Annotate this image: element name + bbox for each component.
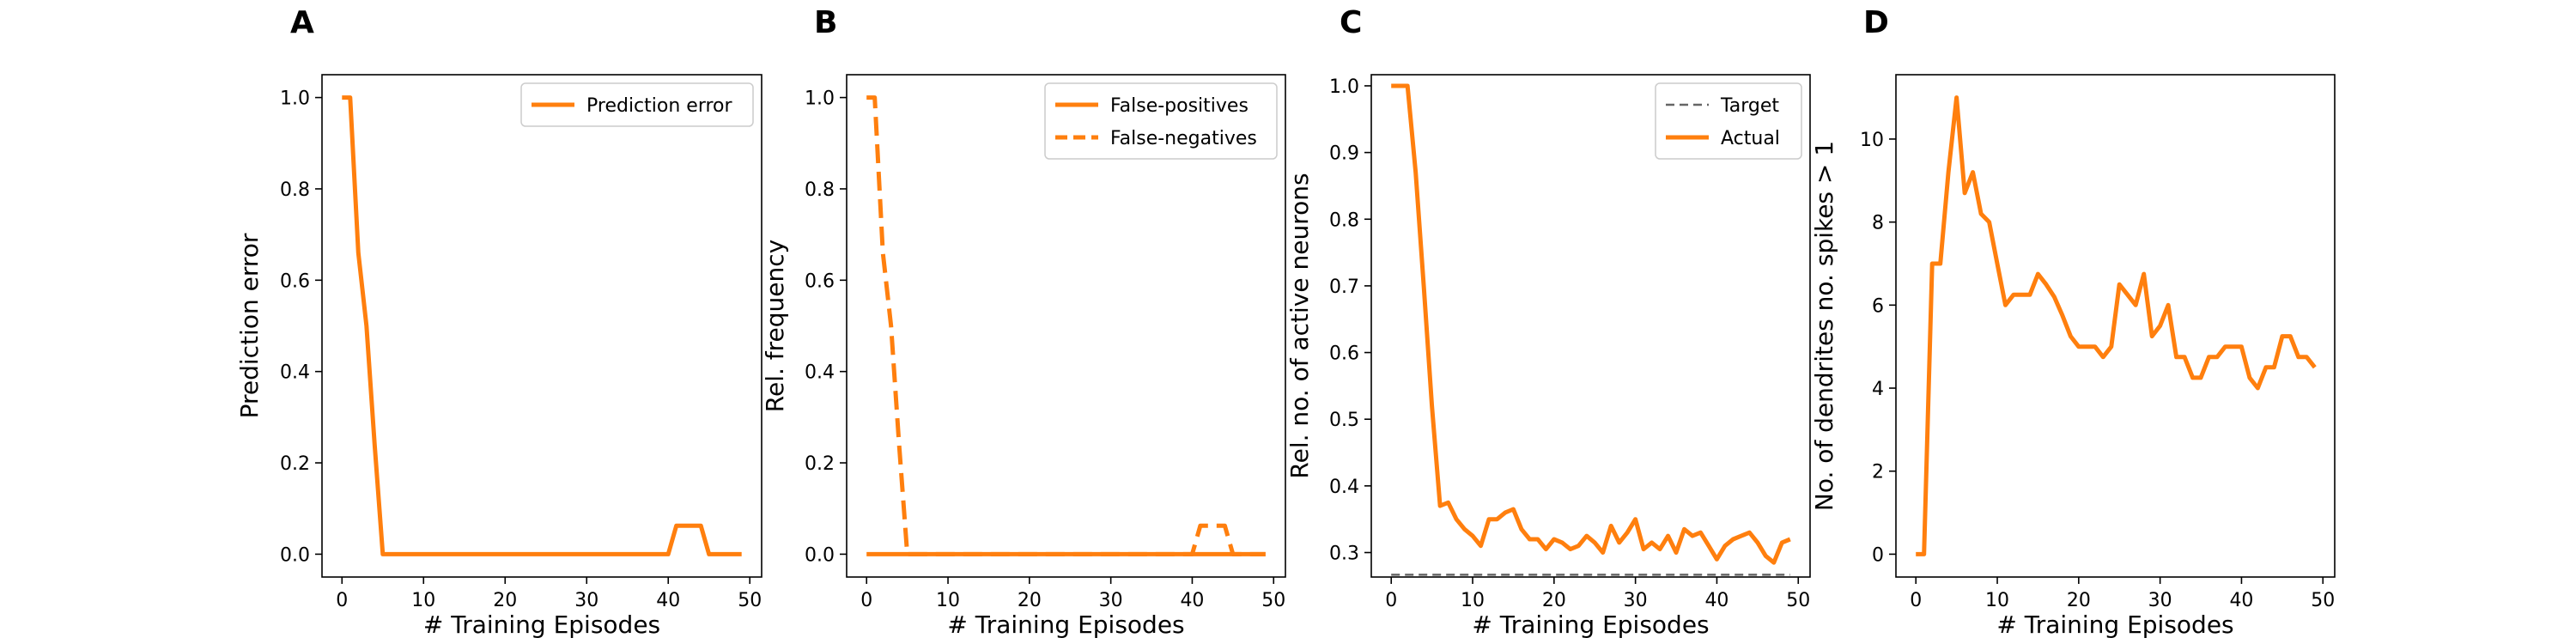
y-tick-label: 0.8 (805, 179, 835, 201)
x-axis-label: # Training Episodes (947, 611, 1184, 639)
x-tick-label: 20 (1018, 590, 1042, 611)
x-tick-label: 30 (1099, 590, 1123, 611)
panel-letter: B (814, 5, 837, 40)
y-tick-label: 6 (1872, 295, 1884, 317)
panel-letter: A (290, 5, 314, 40)
y-tick-label: 0.6 (1329, 343, 1359, 365)
x-tick-label: 0 (1385, 590, 1397, 611)
y-tick-label: 0.0 (280, 544, 310, 566)
y-tick-label: 10 (1860, 130, 1884, 151)
x-axis-label: # Training Episodes (423, 611, 660, 639)
axes-frame (846, 74, 1286, 578)
x-tick-label: 10 (936, 590, 960, 611)
x-tick-label: 10 (1461, 590, 1485, 611)
axes-frame (1895, 74, 2336, 578)
legend-label: Actual (1721, 128, 1780, 149)
x-axis-label: # Training Episodes (1472, 611, 1709, 639)
y-tick-label: 0.2 (280, 453, 310, 475)
series-line-false-negatives (866, 95, 1266, 556)
series-line-actual (1391, 83, 1791, 565)
legend-label: Prediction error (586, 95, 732, 117)
y-tick-label: 0.0 (805, 544, 835, 566)
y-tick-label: 0.7 (1329, 276, 1359, 298)
panel-letter: C (1340, 5, 1362, 40)
x-tick-label: 40 (1180, 590, 1204, 611)
y-tick-label: 0.9 (1329, 143, 1359, 165)
x-tick-label: 30 (1624, 590, 1648, 611)
x-tick-label: 0 (860, 590, 872, 611)
y-tick-label: 0 (1872, 544, 1884, 566)
y-axis-label: No. of dendrites no. spikes > 1 (1810, 141, 1838, 511)
x-tick-label: 20 (493, 590, 517, 611)
x-tick-label: 40 (2229, 590, 2253, 611)
y-axis-label: Rel. frequency (761, 240, 789, 412)
y-tick-label: 0.3 (1329, 544, 1359, 565)
y-tick-label: 0.4 (805, 362, 835, 384)
legend-label: Target (1720, 95, 1779, 117)
y-tick-label: 0.4 (1329, 477, 1359, 498)
legend-label: False-negatives (1110, 128, 1257, 149)
x-tick-label: 10 (411, 590, 435, 611)
x-tick-label: 40 (656, 590, 680, 611)
series-line-prediction-error (342, 95, 742, 556)
y-axis-label: Rel. no. of active neurons (1285, 173, 1314, 478)
legend-box (1655, 82, 1802, 160)
legend-label: False-positives (1110, 95, 1249, 117)
x-tick-label: 50 (738, 590, 762, 611)
legend-box (520, 82, 754, 127)
x-tick-label: 10 (1985, 590, 2009, 611)
y-tick-label: 0.5 (1329, 410, 1359, 431)
x-tick-label: 50 (1786, 590, 1810, 611)
series-line-data (1916, 95, 2317, 556)
y-tick-label: 0.8 (1329, 210, 1359, 231)
x-tick-label: 20 (2067, 590, 2091, 611)
y-tick-label: 1.0 (1329, 76, 1359, 98)
y-tick-label: 0.2 (805, 453, 835, 475)
y-tick-label: 2 (1872, 462, 1884, 483)
x-tick-label: 0 (336, 590, 348, 611)
y-axis-label: Prediction error (235, 233, 264, 418)
axes-frame (321, 74, 762, 578)
x-tick-label: 0 (1910, 590, 1922, 611)
x-tick-label: 40 (1704, 590, 1728, 611)
y-tick-label: 8 (1872, 213, 1884, 234)
x-axis-label: # Training Episodes (1996, 611, 2233, 639)
y-tick-label: 1.0 (805, 88, 835, 110)
y-tick-label: 1.0 (280, 88, 310, 110)
panel-c: C 0 10 20 30 40 50 0.3 0.4 0.5 0.6 0.7 0.8 0.9 1.0 # T… (1285, 5, 1811, 639)
y-tick-label: 0.8 (280, 179, 310, 201)
y-tick-label: 4 (1872, 379, 1884, 400)
panel-letter: D (1863, 5, 1889, 40)
x-tick-label: 30 (574, 590, 598, 611)
axes-frame (1370, 74, 1811, 578)
x-tick-label: 20 (1542, 590, 1566, 611)
panel-b: B 0 10 20 30 40 50 0.0 0.2 0.4 0.6 0.8 1.0 # Trainin… (761, 5, 1286, 639)
x-tick-label: 50 (1261, 590, 1285, 611)
y-tick-label: 0.6 (805, 270, 835, 292)
panel-a: A 0 10 20 30 40 50 0.0 0.2 0.4 0.6 0.8 1.0 # Trainin… (235, 5, 762, 639)
y-tick-label: 0.4 (280, 362, 310, 384)
x-tick-label: 50 (2311, 590, 2335, 611)
x-tick-label: 30 (2148, 590, 2172, 611)
legend-box (1044, 82, 1278, 160)
y-tick-label: 0.6 (280, 270, 310, 292)
